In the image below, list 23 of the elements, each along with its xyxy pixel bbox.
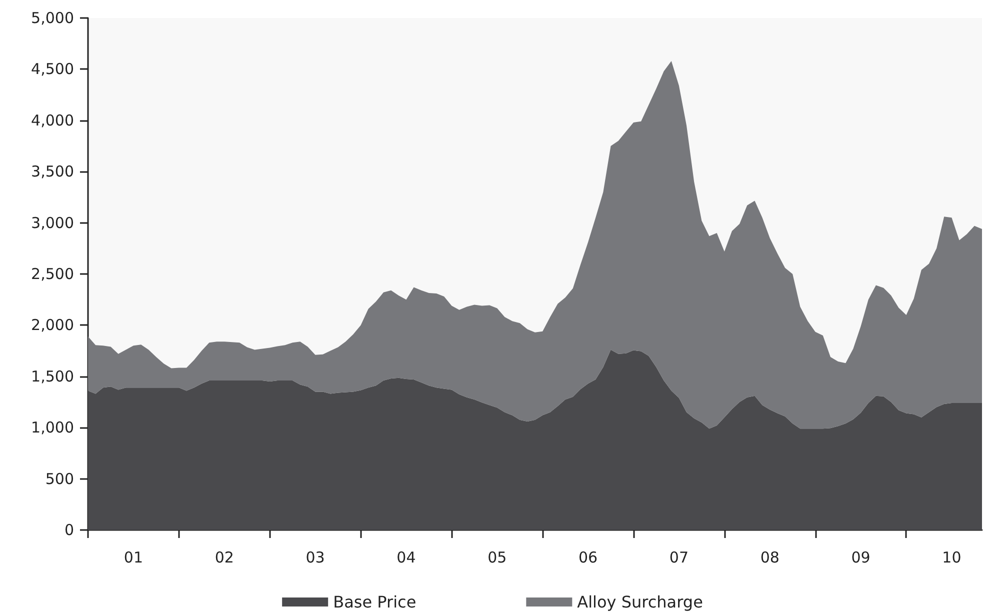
- x-tick-label: 10: [942, 548, 962, 566]
- y-tick-label: 4,000: [31, 111, 74, 130]
- legend-label: Base Price: [333, 592, 416, 612]
- x-tick-label: 07: [669, 548, 688, 566]
- y-tick-label: 5,000: [31, 9, 74, 27]
- x-tick-label: 01: [124, 548, 144, 566]
- y-tick-label: 0: [64, 521, 74, 539]
- x-tick-label: 03: [306, 548, 325, 566]
- x-tick-label: 04: [396, 548, 416, 566]
- x-tick-label: 05: [488, 548, 507, 566]
- y-tick-label: 500: [45, 470, 74, 488]
- x-tick-label: 08: [760, 548, 780, 566]
- y-tick-label: 3,000: [31, 214, 74, 232]
- y-tick-label: 2,500: [31, 265, 74, 283]
- x-tick-label: 02: [214, 548, 234, 566]
- y-tick-label: 2,000: [31, 316, 74, 334]
- legend-label: Alloy Surcharge: [577, 592, 703, 612]
- y-tick-label: 1,500: [31, 367, 74, 386]
- x-tick-label: 09: [851, 548, 870, 566]
- y-tick-label: 4,500: [31, 60, 74, 78]
- y-tick-label: 3,500: [31, 162, 74, 181]
- y-tick-label: 1,000: [31, 418, 74, 437]
- x-tick-label: 06: [578, 548, 598, 566]
